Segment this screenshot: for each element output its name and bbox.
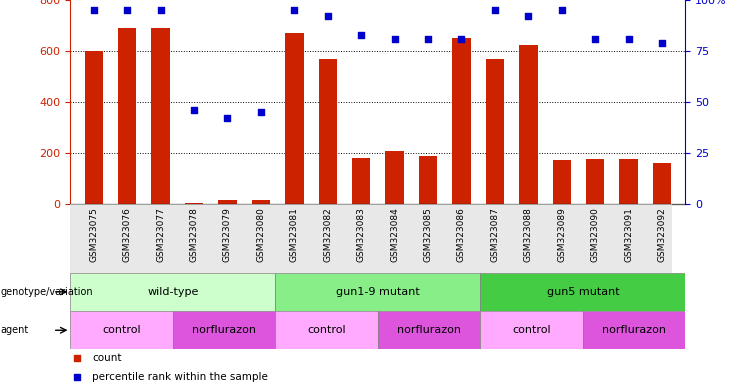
Point: [389, 36, 401, 42]
FancyBboxPatch shape: [70, 204, 672, 273]
Text: genotype/variation: genotype/variation: [1, 287, 93, 297]
Bar: [452, 38, 471, 204]
Text: control: control: [512, 325, 551, 335]
Point: [155, 7, 167, 13]
Point: [489, 7, 501, 13]
Text: GSM323082: GSM323082: [323, 207, 332, 262]
Point: [288, 7, 300, 13]
Bar: [385, 151, 404, 204]
Point: [255, 109, 267, 115]
Bar: [252, 200, 270, 204]
Point: [122, 7, 133, 13]
Point: [422, 36, 434, 42]
Point: [656, 40, 668, 46]
Bar: [84, 51, 103, 204]
Bar: [185, 203, 203, 204]
Point: [355, 31, 367, 38]
Text: GSM323091: GSM323091: [624, 207, 633, 262]
Text: percentile rank within the sample: percentile rank within the sample: [92, 372, 268, 382]
Point: [556, 7, 568, 13]
Text: GSM323089: GSM323089: [557, 207, 566, 262]
Text: control: control: [308, 325, 346, 335]
Point: [70, 355, 82, 361]
Bar: [319, 58, 337, 204]
Bar: [419, 156, 437, 204]
FancyBboxPatch shape: [480, 273, 685, 311]
Text: GSM323087: GSM323087: [491, 207, 499, 262]
Bar: [219, 200, 236, 204]
Text: norflurazon: norflurazon: [192, 325, 256, 335]
Point: [589, 36, 601, 42]
Bar: [485, 58, 504, 204]
FancyBboxPatch shape: [480, 311, 583, 349]
Text: control: control: [102, 325, 141, 335]
Text: GSM323076: GSM323076: [123, 207, 132, 262]
Bar: [285, 33, 304, 204]
Text: GSM323080: GSM323080: [256, 207, 265, 262]
Text: GSM323088: GSM323088: [524, 207, 533, 262]
Text: GSM323092: GSM323092: [657, 207, 666, 262]
FancyBboxPatch shape: [583, 311, 685, 349]
Point: [88, 7, 100, 13]
FancyBboxPatch shape: [173, 311, 276, 349]
Text: gun5 mutant: gun5 mutant: [547, 287, 619, 297]
FancyBboxPatch shape: [276, 311, 378, 349]
Text: GSM323077: GSM323077: [156, 207, 165, 262]
Text: count: count: [92, 353, 122, 363]
Point: [70, 374, 82, 380]
Text: gun1-9 mutant: gun1-9 mutant: [336, 287, 420, 297]
Text: GSM323084: GSM323084: [390, 207, 399, 262]
Text: GSM323085: GSM323085: [424, 207, 433, 262]
Text: GSM323086: GSM323086: [457, 207, 466, 262]
Text: GSM323075: GSM323075: [90, 207, 99, 262]
Point: [188, 107, 200, 113]
Bar: [519, 45, 537, 204]
Text: norflurazon: norflurazon: [397, 325, 461, 335]
Bar: [653, 163, 671, 204]
FancyBboxPatch shape: [276, 273, 480, 311]
FancyBboxPatch shape: [70, 273, 276, 311]
Point: [622, 36, 634, 42]
FancyBboxPatch shape: [378, 311, 480, 349]
Point: [322, 13, 333, 19]
Text: GSM323079: GSM323079: [223, 207, 232, 262]
Text: agent: agent: [1, 325, 29, 335]
Point: [522, 13, 534, 19]
FancyBboxPatch shape: [70, 311, 173, 349]
Bar: [619, 159, 638, 204]
Bar: [352, 158, 370, 204]
Bar: [586, 159, 605, 204]
Text: wild-type: wild-type: [147, 287, 199, 297]
Text: norflurazon: norflurazon: [602, 325, 666, 335]
Text: GSM323083: GSM323083: [356, 207, 366, 262]
Point: [222, 115, 233, 121]
Bar: [118, 28, 136, 204]
Text: GSM323078: GSM323078: [190, 207, 199, 262]
Text: GSM323081: GSM323081: [290, 207, 299, 262]
Bar: [553, 160, 571, 204]
Point: [456, 36, 468, 42]
Text: GSM323090: GSM323090: [591, 207, 599, 262]
Bar: [151, 28, 170, 204]
